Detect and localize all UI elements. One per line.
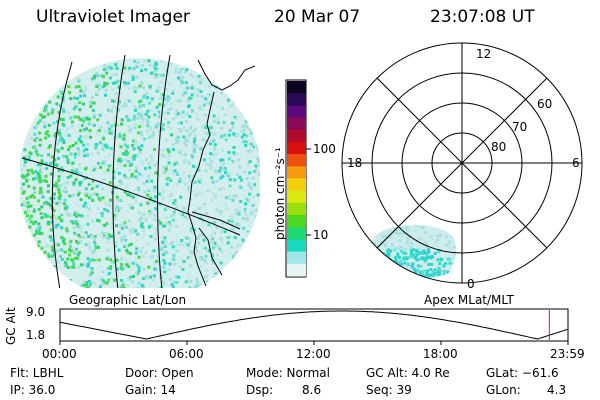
mlt-label-18: 18 xyxy=(347,156,363,170)
info-gain: Gain: 14 xyxy=(125,383,176,397)
alt-ytick-max: 9.0 xyxy=(26,305,46,319)
alt-xtick-0600: 06:00 xyxy=(169,347,204,361)
info-gc-alt: GC Alt: 4.0 Re xyxy=(366,366,450,380)
mlt-label-6: 6 xyxy=(572,156,580,170)
colorbar-tick-100: 100 xyxy=(313,142,336,156)
time-label: 23:07:08 UT xyxy=(430,7,535,27)
date-label: 20 Mar 07 xyxy=(274,7,361,27)
info-dsp-value: 8.6 xyxy=(302,383,322,397)
info-glon-label: GLon: xyxy=(486,383,521,397)
colorbar xyxy=(285,79,311,278)
alt-ylabel: GC Alt xyxy=(4,307,18,345)
mlat-label-80: 80 xyxy=(491,140,507,154)
geographic-map-panel xyxy=(20,50,260,288)
info-seq: Seq: 39 xyxy=(366,383,412,397)
mlat-label-70: 70 xyxy=(512,120,528,134)
mlat-label-60: 60 xyxy=(537,97,553,111)
polar-panel xyxy=(341,42,583,284)
uv-intensity-disk xyxy=(20,58,260,288)
mlt-label-12: 12 xyxy=(476,47,492,61)
info-glat: GLat: −61.6 xyxy=(486,366,559,380)
altitude-curve xyxy=(59,310,569,340)
alt-xtick-0000: 00:00 xyxy=(42,347,77,361)
altitude-strip-plot xyxy=(59,308,569,345)
info-dsp-label: Dsp: xyxy=(246,383,274,397)
geographic-panel-label: Geographic Lat/Lon xyxy=(69,293,187,307)
lat-lon-grid xyxy=(21,54,241,288)
instrument-title: Ultraviolet Imager xyxy=(36,7,190,27)
polar-grid xyxy=(341,42,583,284)
polar-panel-label: Apex MLat/MLT xyxy=(424,293,514,307)
alt-xtick-1800: 18:00 xyxy=(423,347,458,361)
colorbar-unit-label: photon cm⁻²s⁻¹ xyxy=(273,147,287,240)
alt-ytick-min: 1.8 xyxy=(26,328,46,342)
alt-xtick-2359: 23:59 xyxy=(550,347,585,361)
info-filter: Flt: LBHL xyxy=(10,366,64,380)
alt-xtick-1200: 12:00 xyxy=(296,347,331,361)
colorbar-tick-10: 10 xyxy=(313,228,329,242)
info-glon-value: 4.3 xyxy=(547,383,567,397)
info-ip: IP: 36.0 xyxy=(10,383,56,397)
info-door: Door: Open xyxy=(125,366,194,380)
mlt-label-0: 0 xyxy=(467,277,475,291)
coastline xyxy=(187,59,256,287)
info-mode: Mode: Normal xyxy=(246,366,330,380)
